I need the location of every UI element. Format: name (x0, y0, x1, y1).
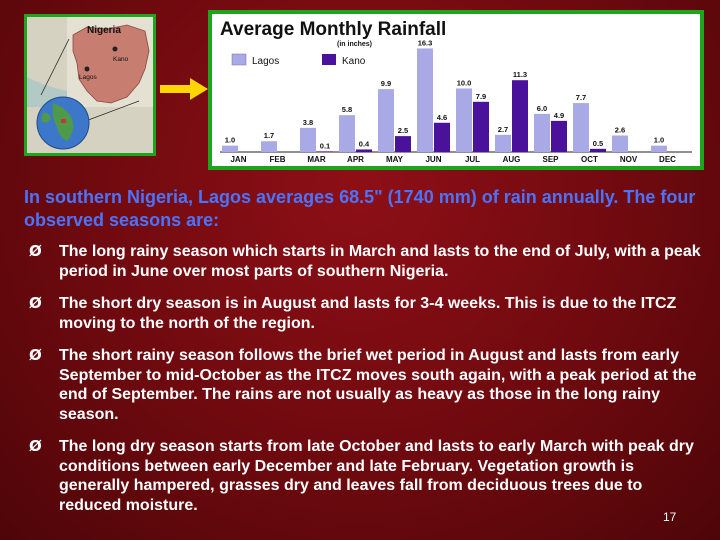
bar-kano-sep (551, 120, 567, 152)
season-text: The long dry season starts from late Oct… (59, 438, 694, 514)
value-label-lagos-oct: 7.7 (576, 93, 586, 102)
season-text: The short dry season is in August and la… (59, 295, 677, 332)
season-item-short-dry: Ø The short dry season is in August and … (24, 294, 704, 333)
bar-kano-jul (473, 101, 489, 152)
legend-kano-label: Kano (342, 56, 366, 67)
legend-kano-swatch (322, 54, 336, 65)
bar-kano-mar (317, 151, 333, 152)
bar-kano-oct (590, 148, 606, 152)
value-label-lagos-feb: 1.7 (264, 131, 274, 140)
tick-label-feb: FEB (270, 155, 286, 164)
value-label-kano-jul: 7.9 (476, 92, 486, 101)
value-label-lagos-dec: 1.0 (654, 136, 664, 145)
bar-kano-jun (434, 122, 450, 152)
bullet-arrow-icon: Ø (29, 242, 42, 260)
bar-lagos-jun (417, 48, 433, 152)
month-ticks-group: JAN FEB MAR APR MAY JUN JUL AUG SEP OCT NOV DEC (230, 155, 676, 164)
lagos-dot (84, 66, 90, 72)
bars-group (222, 48, 667, 152)
value-label-lagos-jan: 1.0 (225, 136, 235, 145)
tick-label-jun: JUN (425, 155, 441, 164)
legend-lagos-label: Lagos (252, 56, 279, 67)
tick-label-jan: JAN (230, 155, 246, 164)
map-lagos-label: Lagos (79, 74, 97, 81)
tick-label-apr: APR (347, 155, 364, 164)
value-label-lagos-may: 9.9 (381, 79, 391, 88)
tick-label-sep: SEP (542, 155, 559, 164)
bar-lagos-dec (651, 145, 667, 152)
chart-subtitle: (in inches) (337, 41, 372, 48)
value-label-kano-sep: 4.9 (554, 111, 564, 120)
bar-lagos-mar (300, 127, 316, 152)
nigeria-map-inset: Nigeria Kano Lagos (24, 14, 156, 156)
value-label-lagos-nov: 2.6 (615, 125, 625, 134)
bullet-arrow-icon: Ø (29, 437, 42, 455)
season-item-long-dry: Ø The long dry season starts from late O… (24, 437, 704, 515)
value-label-lagos-mar: 3.8 (303, 118, 313, 127)
value-label-kano-oct: 0.5 (593, 139, 603, 148)
tick-label-may: MAY (386, 155, 404, 164)
bar-lagos-apr (339, 115, 355, 152)
value-label-kano-mar: 0.1 (320, 141, 330, 150)
bar-lagos-feb (261, 141, 277, 152)
value-label-kano-apr: 0.4 (359, 139, 370, 148)
bullet-arrow-icon: Ø (29, 294, 42, 312)
legend-lagos-swatch (231, 53, 247, 66)
chart-title: Average Monthly Rainfall (220, 19, 446, 40)
tick-label-oct: OCT (581, 155, 598, 164)
map-kano-label: Kano (113, 56, 129, 63)
bar-lagos-jan (222, 145, 238, 152)
tick-label-mar: MAR (307, 155, 325, 164)
season-text: The short rainy season follows the brief… (59, 347, 697, 423)
bar-lagos-jul (456, 88, 472, 152)
bar-lagos-nov (612, 135, 628, 152)
value-label-lagos-sep: 6.0 (537, 104, 547, 113)
bar-kano-may (395, 136, 411, 152)
tick-label-jul: JUL (465, 155, 480, 164)
arrow-right-icon (160, 78, 208, 100)
season-text: The long rainy season which starts in Ma… (59, 243, 701, 280)
value-label-lagos-jul: 10.0 (457, 78, 472, 87)
bar-kano-aug (512, 80, 528, 152)
season-item-short-rainy: Ø The short rainy season follows the bri… (24, 346, 704, 424)
tick-label-aug: AUG (503, 155, 521, 164)
nigeria-shape (72, 24, 150, 104)
tick-label-nov: NOV (620, 155, 638, 164)
bar-kano-apr (356, 149, 372, 152)
intro-text: In southern Nigeria, Lagos averages 68.5… (24, 187, 696, 230)
bar-lagos-oct (573, 103, 589, 152)
value-label-kano-may: 2.5 (398, 126, 408, 135)
rainfall-chart-svg: Average Monthly Rainfall (in inches) Lag… (220, 19, 692, 164)
bullet-arrow-icon: Ø (29, 346, 42, 364)
value-labels-group: 1.0 1.7 3.8 0.1 5.8 0.4 9.9 2.5 16.3 4.6 10.0 7.9 2.… (225, 38, 664, 150)
season-item-long-rainy: Ø The long rainy season which starts in … (24, 242, 704, 281)
bar-lagos-sep (534, 113, 550, 152)
nigeria-map-graphic: Nigeria Kano Lagos (27, 17, 153, 153)
value-label-kano-jun: 4.6 (437, 113, 447, 122)
value-label-lagos-apr: 5.8 (342, 105, 352, 114)
season-list: Ø The long rainy season which starts in … (24, 242, 704, 515)
slide-number: 17 (663, 510, 677, 524)
map-country-label: Nigeria (87, 25, 121, 36)
value-label-lagos-aug: 2.7 (498, 125, 508, 134)
bar-lagos-may (378, 89, 394, 152)
kano-dot (112, 46, 118, 52)
rainfall-chart: Average Monthly Rainfall (in inches) Lag… (208, 10, 704, 170)
content-area: In southern Nigeria, Lagos averages 68.5… (24, 186, 704, 528)
value-label-kano-aug: 11.3 (513, 70, 527, 79)
tick-label-dec: DEC (659, 155, 676, 164)
bar-lagos-aug (495, 134, 511, 152)
value-label-lagos-jun: 16.3 (418, 38, 433, 47)
